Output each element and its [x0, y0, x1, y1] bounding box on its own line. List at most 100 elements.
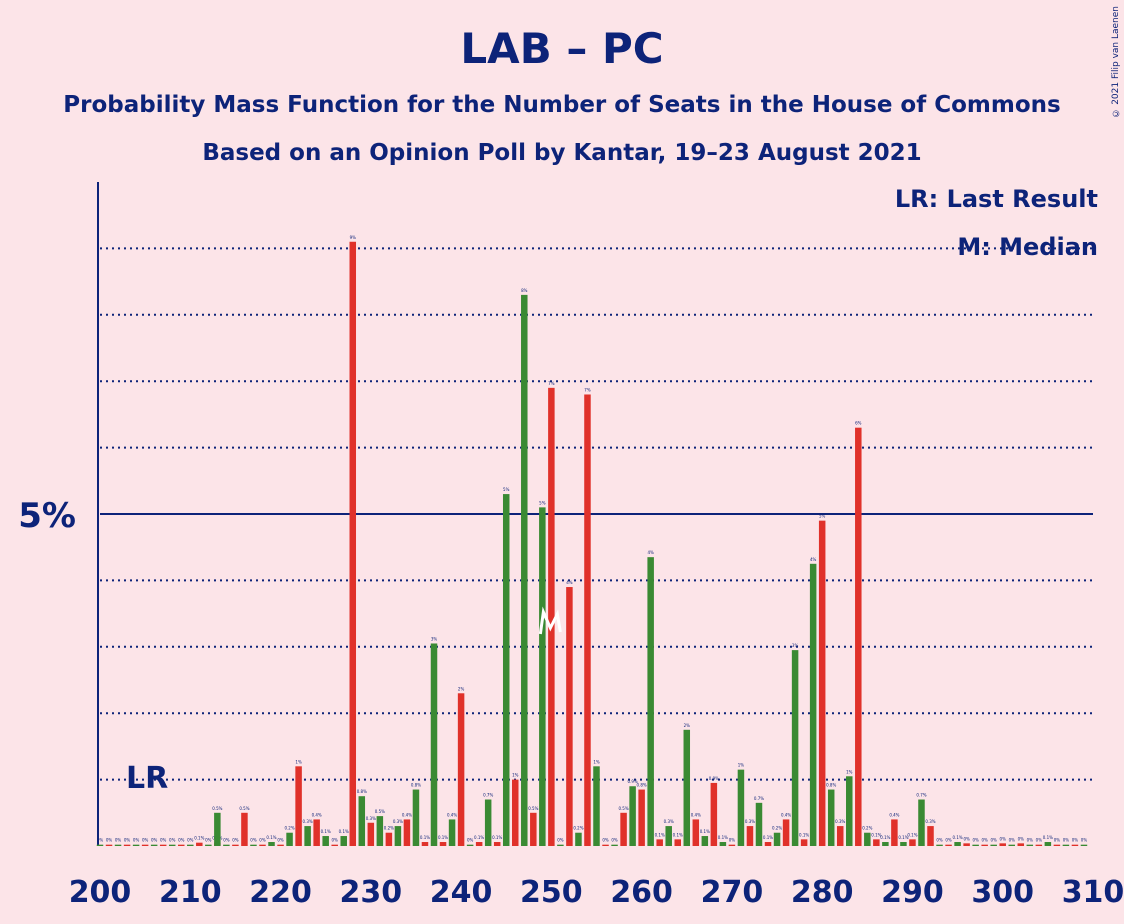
bar-pc — [304, 826, 311, 846]
bar-data-label: 0.1% — [655, 832, 665, 837]
bar-lab — [548, 387, 555, 846]
bar-lab — [746, 826, 754, 846]
bar-data-label: 4% — [647, 550, 654, 555]
x-tick-label: 250 — [520, 875, 583, 910]
bar-lab — [800, 839, 808, 846]
bar-lab — [295, 766, 302, 846]
bar-pc — [665, 826, 672, 846]
bar-data-label: 0% — [97, 838, 104, 843]
bar-data-label: 0% — [1054, 838, 1061, 843]
bar-lab — [439, 842, 447, 846]
bar-data-label: 0% — [160, 838, 167, 843]
bar-data-label: 0.8% — [826, 783, 836, 788]
x-tick-label: 310 — [1062, 875, 1124, 910]
bar-data-label: 4% — [810, 557, 817, 562]
bar-data-label: 0% — [467, 838, 474, 843]
bar-data-label: 1% — [593, 759, 600, 764]
bar-data-label: 1% — [295, 759, 302, 764]
bar-data-label: 0% — [205, 838, 212, 843]
bar-pc — [502, 494, 510, 846]
bar-data-label: 0.1% — [907, 832, 917, 837]
bar-data-label: 1% — [738, 763, 745, 768]
bar-data-label: 5% — [819, 514, 826, 519]
bar-pc — [150, 844, 158, 846]
x-tick-label: 220 — [249, 875, 312, 910]
bar-lab — [602, 844, 609, 846]
bar-lab — [1071, 844, 1079, 846]
bar-lab — [855, 427, 862, 846]
bar-data-label: 0% — [332, 838, 339, 843]
bar-lab — [530, 812, 537, 846]
bar-pc — [719, 842, 727, 846]
bar-lab — [1017, 843, 1025, 846]
bar-pc — [647, 557, 654, 846]
bar-data-label: 0.1% — [763, 835, 773, 840]
bar-lab — [141, 844, 149, 846]
bar-pc — [376, 816, 384, 846]
bar-data-label: 0.3% — [745, 819, 755, 824]
bar-data-label: 0% — [232, 838, 239, 843]
bar-pc — [791, 650, 799, 846]
bar-data-label: 0.1% — [898, 835, 908, 840]
bar-data-label: 0.5% — [375, 809, 385, 814]
bar-lab — [457, 693, 465, 846]
bar-data-label: 0.4% — [889, 812, 899, 817]
bar-data-label: 8% — [521, 288, 528, 293]
bar-data-label: 0.8% — [637, 783, 647, 788]
bar-lab — [963, 843, 970, 846]
bar-pc — [484, 799, 492, 846]
bar-data-label: 0.3% — [925, 819, 935, 824]
bar-lab — [493, 842, 501, 846]
bar-data-label: 7% — [548, 381, 555, 386]
bar-pc — [683, 729, 691, 846]
bar-data-label: 0% — [972, 838, 979, 843]
bar-data-label: 0.2% — [772, 826, 782, 831]
x-tick-label: 290 — [881, 875, 944, 910]
bar-lab — [764, 842, 772, 846]
bar-data-label: 0.1% — [321, 829, 331, 834]
bar-pc — [223, 844, 230, 846]
bar-data-label: 0.1% — [492, 835, 502, 840]
bar-lab — [177, 844, 185, 846]
bar-data-label: 0.5% — [528, 806, 538, 811]
bar-data-label: 0% — [259, 838, 266, 843]
bar-data-label: 0.1% — [266, 835, 276, 840]
bar-pc — [936, 844, 943, 846]
bar-pc — [412, 789, 420, 846]
bar-data-label: 0% — [1063, 838, 1070, 843]
bar-pc — [846, 776, 853, 846]
bar-pc — [322, 836, 329, 846]
bar-data-label: 0.1% — [880, 835, 890, 840]
bar-data-label: 0.1% — [871, 832, 881, 837]
bar-lab — [385, 832, 393, 846]
bar-data-label: 0.1% — [718, 835, 728, 840]
bar-lab — [945, 844, 952, 846]
bar-pc — [358, 796, 366, 846]
bar-pc — [990, 844, 997, 846]
bar-data-label: 3% — [792, 643, 799, 648]
bar-lab — [891, 819, 898, 846]
chart-subtitle-2: Based on an Opinion Poll by Kantar, 19–2… — [202, 140, 922, 166]
bar-data-label: 0.1% — [799, 832, 809, 837]
x-tick-label: 260 — [610, 875, 673, 910]
bar-pc — [918, 799, 925, 846]
bar-lab — [782, 819, 790, 846]
bar-data-label: 0.1% — [700, 829, 710, 834]
bar-data-label: 0% — [1081, 838, 1088, 843]
chart-subtitle-1: Probability Mass Function for the Number… — [63, 92, 1061, 118]
bar-lab — [638, 789, 645, 846]
bar-data-label: 0.3% — [664, 819, 674, 824]
bar-pc — [809, 563, 817, 846]
bar-lab — [421, 842, 429, 846]
bar-data-label: 0.1% — [194, 836, 204, 841]
bar-lab — [512, 779, 519, 846]
bar-pc — [168, 844, 176, 846]
legend-median: M: Median — [957, 233, 1098, 261]
bar-pc — [114, 844, 122, 846]
bar-data-label: 0% — [1036, 838, 1043, 843]
bar-lab — [620, 812, 627, 846]
bar-data-label: 0.7% — [754, 796, 764, 801]
bar-lab — [999, 843, 1006, 846]
bar-data-label: 0% — [602, 838, 609, 843]
bar-data-label: 0.4% — [312, 812, 322, 817]
